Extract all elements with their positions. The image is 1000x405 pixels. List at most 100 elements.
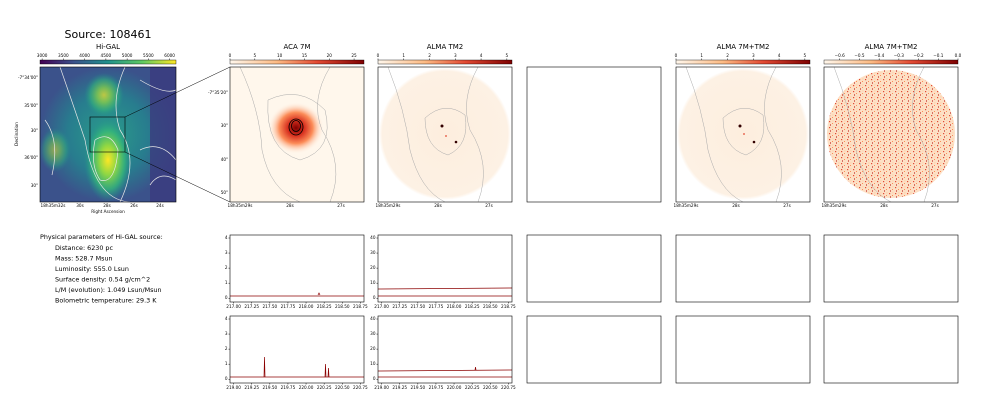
y-tick-label: 0	[373, 376, 376, 381]
y-tick-label: 4	[225, 235, 228, 240]
dec-tick-label: 35'00"	[24, 103, 38, 108]
dec-tick-label: 36'00"	[24, 155, 38, 160]
x-tick-label: 218.50	[335, 304, 350, 309]
ra-tick-label: 18h35m29s	[376, 203, 401, 208]
x-tick-label: 218.00	[299, 304, 314, 309]
x-tick-label: 220.00	[299, 385, 314, 390]
colorbar-tick-label: 4000	[79, 53, 90, 58]
ra-tick-label: 28s	[286, 203, 294, 208]
ra-tick-label: 27s	[337, 203, 345, 208]
alma-combined-image	[675, 66, 811, 203]
x-tick-label: 218.00	[447, 304, 462, 309]
y-tick-label: 10	[370, 280, 376, 285]
info-line: Mass: 528.7 Msun	[55, 255, 113, 263]
x-tick-label: 220.00	[447, 385, 462, 390]
x-tick-label: 219.25	[244, 385, 259, 390]
x-tick-label: 217.50	[411, 304, 426, 309]
colorbar-tick-label: 0.0	[955, 53, 962, 58]
x-tick-label: 217.00	[226, 304, 241, 309]
colorbar	[39, 59, 177, 65]
colorbar-tick-label: 5	[804, 53, 807, 58]
panel-title: ALMA 7M+TM2	[717, 43, 770, 51]
colorbar-tick-label: 5	[506, 53, 509, 58]
x-tick-label: 218.75	[501, 304, 516, 309]
y-tick-label: 20	[370, 346, 376, 351]
colorbar	[229, 59, 365, 65]
x-tick-label: 219.00	[226, 385, 241, 390]
y-tick-label: 4	[225, 316, 228, 321]
colorbar-tick-label: 1	[700, 53, 703, 58]
x-tick-label: 218.50	[483, 304, 498, 309]
y-tick-label: 30	[370, 250, 376, 255]
x-tick-label: 217.75	[429, 304, 444, 309]
y-tick-label: 1	[225, 280, 228, 285]
dec-tick-label: 40"	[221, 157, 228, 162]
colorbar-tick-label: −0.6	[835, 53, 846, 58]
x-tick-label: 219.25	[392, 385, 407, 390]
colorbar-tick-label: 4500	[101, 53, 112, 58]
colorbar-tick-label: 3500	[58, 53, 69, 58]
spectrum-panel	[823, 315, 959, 384]
dec-tick-label: 30"	[31, 128, 38, 133]
colorbar-tick-label: 5500	[143, 53, 154, 58]
x-tick-label: 217.75	[281, 304, 296, 309]
info-line: Luminosity: 555.0 Lsun	[55, 265, 129, 273]
x-tick-label: 220.75	[353, 385, 368, 390]
colorbar-tick-label: 0	[377, 53, 380, 58]
spectra	[230, 287, 513, 378]
empty-panel	[526, 66, 662, 203]
ra-tick-label: 28s	[434, 203, 442, 208]
x-tick-label: 220.50	[483, 385, 498, 390]
colorbar	[823, 59, 959, 65]
colorbar-tick-label: −0.3	[894, 53, 905, 58]
dec-tick-label: 50"	[221, 190, 228, 195]
info-line: Bolometric temperature: 29.3 K	[55, 297, 157, 305]
colorbar-tick-label: −0.5	[854, 53, 865, 58]
colorbar-tick-label: 10	[277, 53, 283, 58]
ra-tick-label: 27s	[485, 203, 493, 208]
colorbar-tick-label: 2	[428, 53, 431, 58]
dec-tick-label: -7°35'20"	[208, 90, 228, 95]
x-tick-label: 220.75	[501, 385, 516, 390]
x-tick-label: 220.25	[317, 385, 332, 390]
ra-tick-label: 28s	[880, 203, 888, 208]
spectrum-panel	[229, 234, 365, 303]
aca-image	[229, 66, 365, 203]
x-tick-label: 217.00	[374, 304, 389, 309]
x-tick-label: 220.25	[465, 385, 480, 390]
dec-tick-label: 30"	[221, 123, 228, 128]
x-tick-label: 219.75	[429, 385, 444, 390]
y-tick-label: 0	[225, 295, 228, 300]
x-tick-label: 217.25	[244, 304, 259, 309]
x-tick-label: 218.25	[465, 304, 480, 309]
ra-tick-label: 28s	[103, 203, 111, 208]
colorbar-tick-label: 15	[302, 53, 308, 58]
colorbar-tick-label: 3000	[37, 53, 48, 58]
info-line: Surface density: 0.54 g/cm^2	[55, 276, 150, 284]
spectrum-panel	[377, 234, 513, 303]
colorbar	[377, 59, 513, 65]
panel-title: Hi-GAL	[96, 43, 120, 51]
spectrum-panel	[526, 315, 662, 384]
y-axis-label: Declination	[14, 122, 19, 146]
y-tick-label: 0	[225, 376, 228, 381]
panel-title: ALMA TM2	[427, 43, 464, 51]
colorbar-tick-label: 4	[480, 53, 483, 58]
zoom-line	[124, 151, 231, 203]
alma-tm2-image	[377, 66, 513, 203]
y-tick-label: 40	[370, 316, 376, 321]
colorbar-tick-label: 5000	[122, 53, 133, 58]
x-tick-label: 219.00	[374, 385, 389, 390]
x-tick-label: 218.75	[353, 304, 368, 309]
y-tick-label: 1	[225, 361, 228, 366]
y-tick-label: 2	[225, 265, 228, 270]
colorbar-tick-label: 4	[778, 53, 781, 58]
x-axis-label: Right Ascension	[91, 209, 125, 214]
y-tick-label: 2	[225, 346, 228, 351]
ra-tick-label: 27s	[931, 203, 939, 208]
colorbar-tick-label: 1	[402, 53, 405, 58]
x-tick-label: 219.50	[263, 385, 278, 390]
info-line: Distance: 6230 pc	[55, 244, 113, 252]
spectrum-panel	[823, 234, 959, 303]
